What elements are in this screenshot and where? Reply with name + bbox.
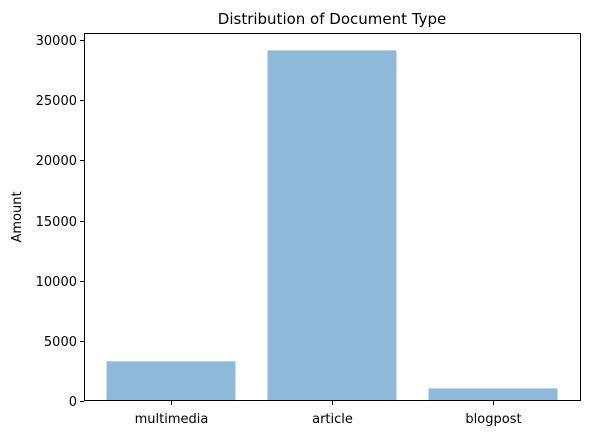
y-tick-label: 20000	[36, 154, 77, 169]
x-tick-label-article: article	[312, 412, 353, 427]
y-tick-label: 10000	[36, 275, 77, 290]
y-tick-label: 5000	[44, 335, 77, 350]
bar-blogpost	[428, 388, 558, 401]
y-axis-label: Amount	[10, 191, 25, 242]
x-tick-label-blogpost: blogpost	[465, 412, 521, 427]
y-tick-label: 30000	[36, 34, 77, 49]
x-tick-label-multimedia: multimedia	[135, 412, 209, 427]
y-tick-label: 25000	[36, 94, 77, 109]
plot-area: 0 5000 10000 15000 20000 25000 30000 multimedia…	[36, 33, 581, 427]
plot-frame	[84, 33, 581, 401]
chart-title: Distribution of Document Type	[218, 10, 446, 28]
y-tick-label: 15000	[36, 215, 77, 230]
bar-article	[267, 50, 397, 402]
bar-multimedia	[106, 361, 236, 401]
y-tick-label: 0	[69, 395, 77, 410]
